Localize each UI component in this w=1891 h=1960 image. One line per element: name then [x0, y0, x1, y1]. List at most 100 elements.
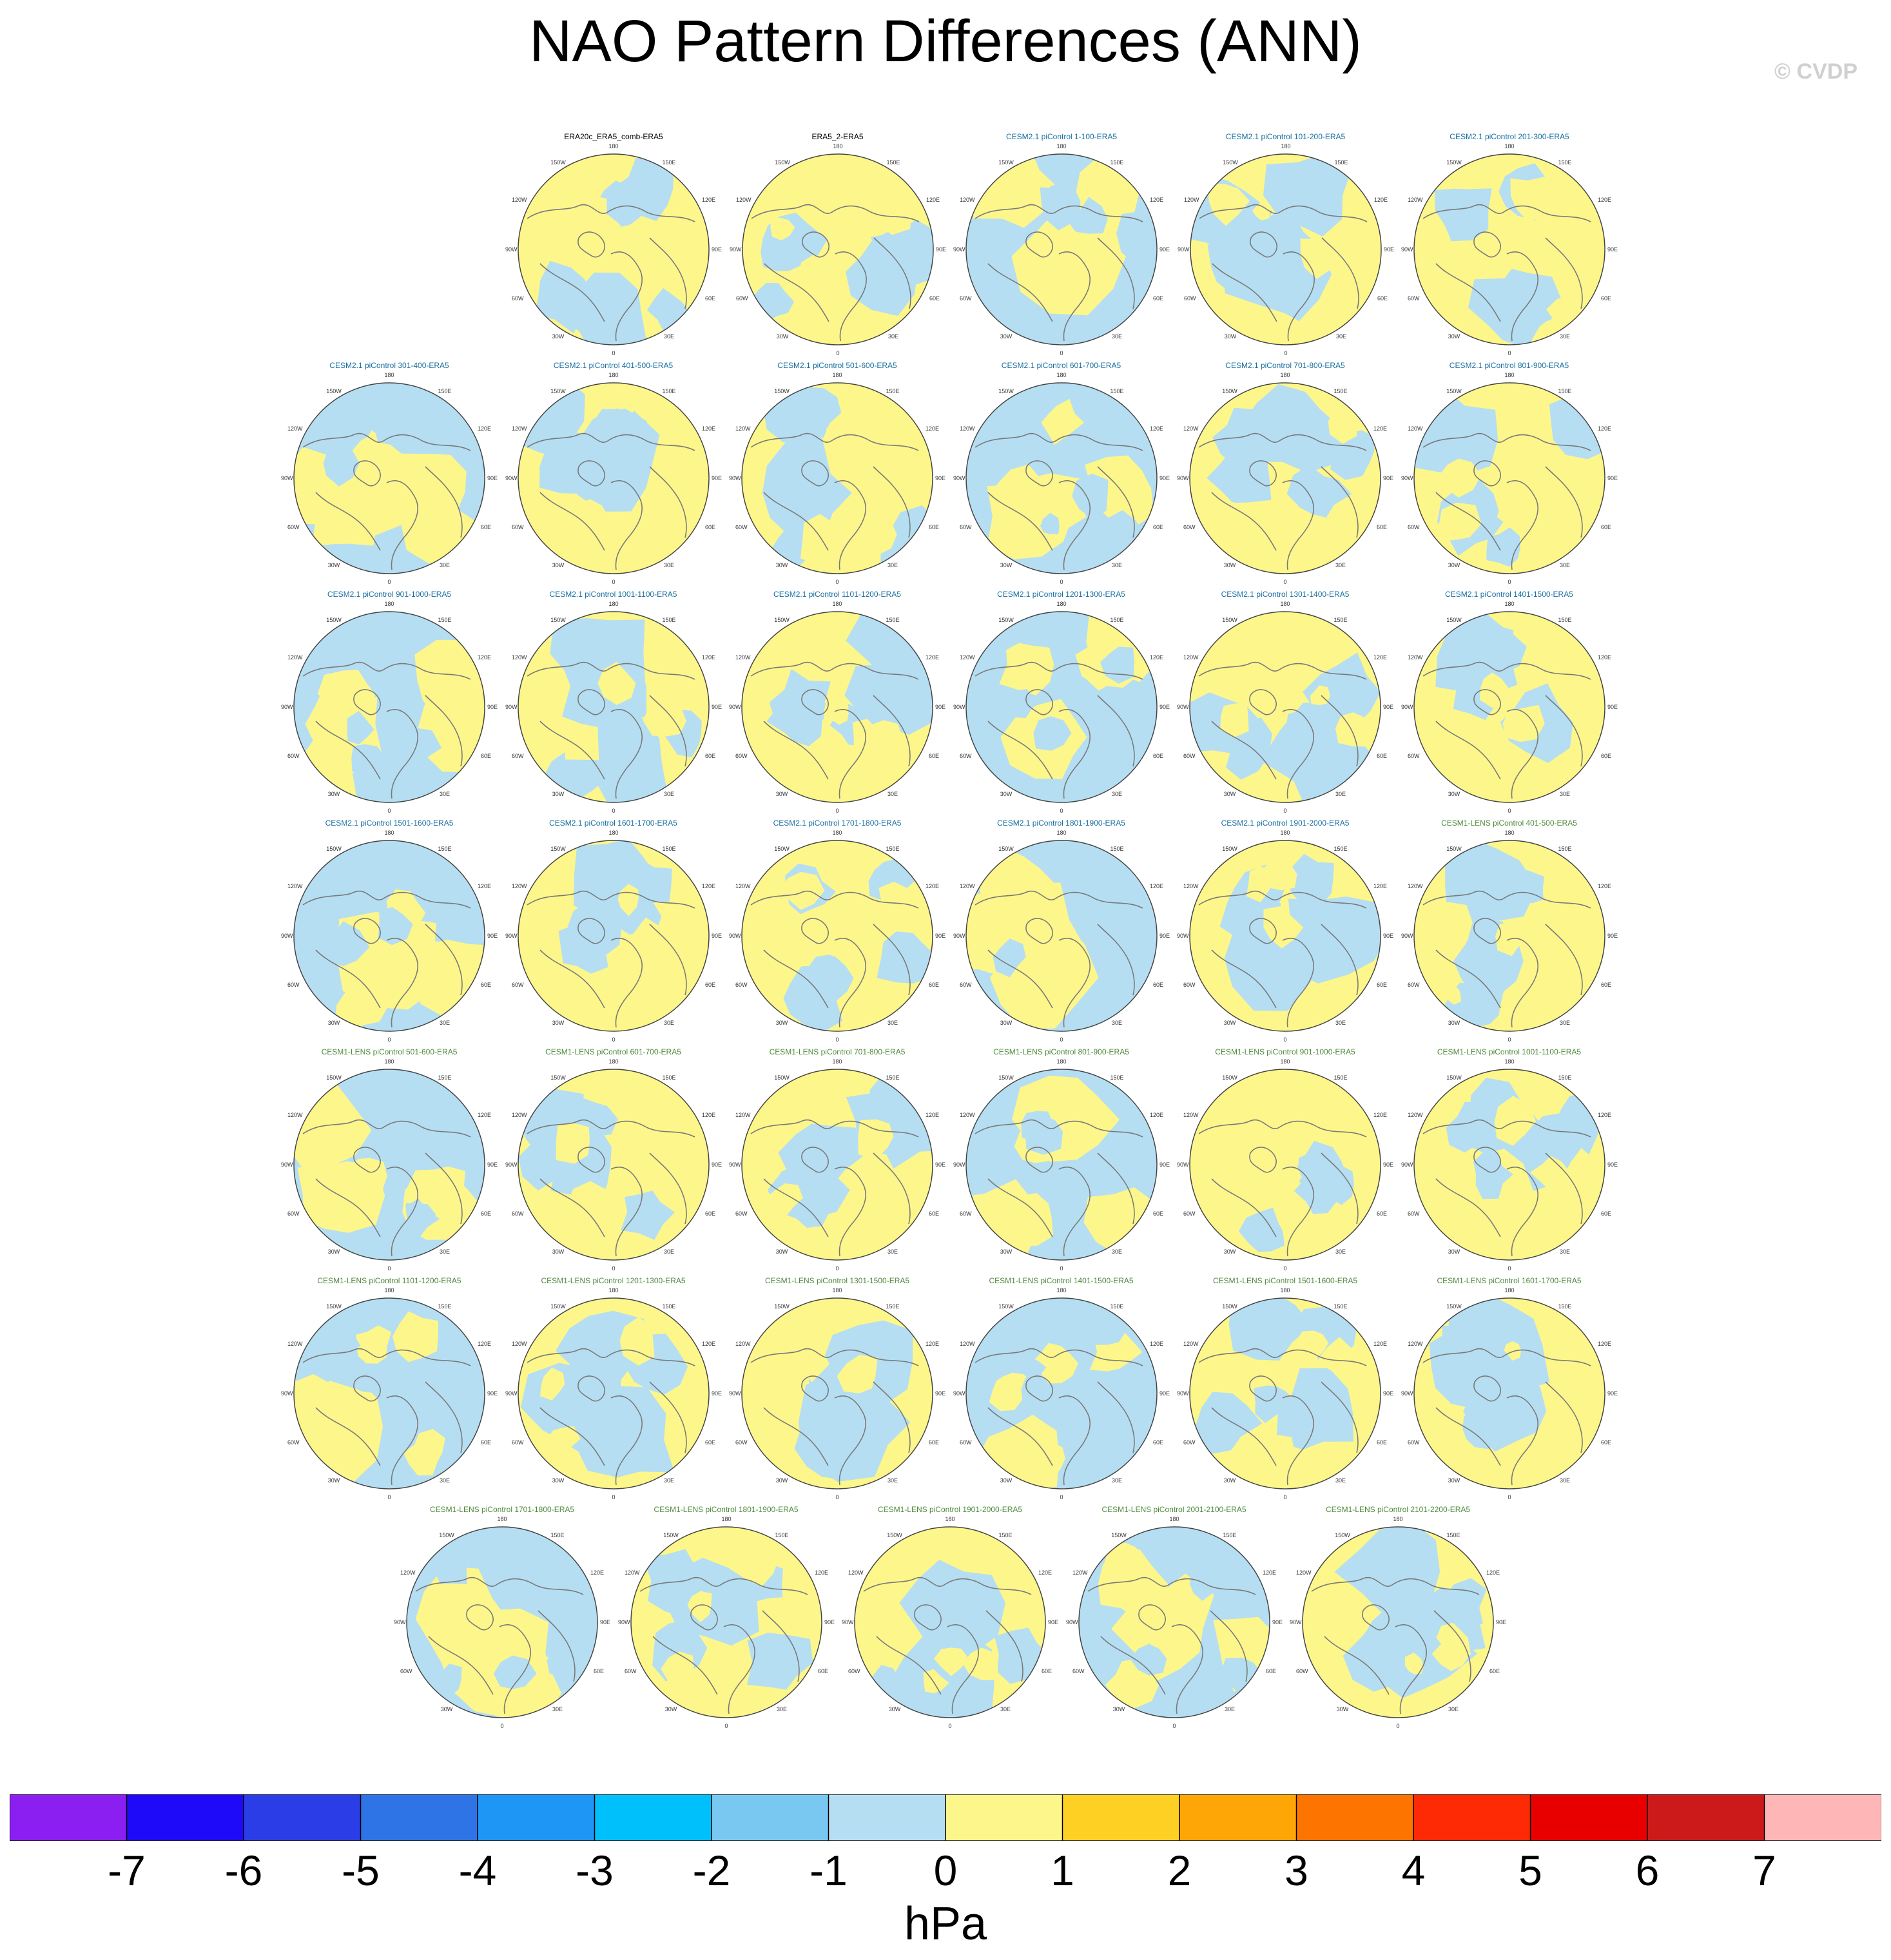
longitude-label: 150W: [663, 1532, 679, 1538]
longitude-label: 150W: [326, 846, 342, 852]
anomaly-region: [1353, 1596, 1478, 1698]
longitude-label: 180: [945, 1516, 955, 1522]
map-border: [1413, 1297, 1605, 1489]
longitude-label: 150W: [998, 1074, 1014, 1081]
longitude-label: 30E: [1559, 562, 1569, 568]
coastlines: [750, 432, 919, 570]
longitude-label: 60E: [704, 753, 715, 759]
coastline-north: [415, 1577, 584, 1595]
coastline-north: [1311, 1577, 1480, 1595]
map-border: [1302, 1526, 1494, 1718]
coastline-greenland: [801, 231, 829, 258]
longitude-label: 90E: [487, 1390, 498, 1397]
coastline-america: [987, 1178, 1053, 1237]
longitude-label: 30E: [663, 791, 674, 797]
panel-title: CESM1-LENS piControl 1901-2000-ERA5: [877, 1505, 1023, 1514]
map-panel: CESM1-LENS piControl 601-700-ERA5 180 0 90W…: [501, 1047, 726, 1273]
coastline-america: [315, 1407, 381, 1466]
panel-title: CESM1-LENS piControl 1501-1600-ERA5: [1212, 1276, 1358, 1285]
map-panel: CESM1-LENS piControl 1701-1800-ERA5 180 0 9…: [390, 1505, 614, 1731]
longitude-label: 60W: [1296, 1668, 1308, 1674]
longitude-label: 30E: [663, 1248, 674, 1255]
coastline-asia: [1097, 237, 1135, 309]
longitude-label: 60E: [1152, 753, 1163, 759]
longitude-label: 150E: [886, 388, 899, 394]
longitude-label: 180: [1056, 830, 1066, 836]
coastline-greenland: [1249, 689, 1277, 715]
longitude-label: 180: [832, 1287, 842, 1294]
anomaly-region: [933, 1647, 969, 1676]
longitude-label: 180: [1280, 601, 1290, 607]
longitude-label: 60E: [1377, 753, 1387, 759]
longitude-label: 150E: [1110, 617, 1123, 623]
coastline-north: [302, 1348, 471, 1366]
longitude-label: 120E: [1597, 1112, 1611, 1118]
coastline-asia: [648, 1381, 687, 1453]
longitude-label: 30W: [1000, 333, 1013, 340]
map-border: [517, 1297, 710, 1489]
longitude-label: 90E: [1496, 1619, 1506, 1625]
longitude-label: 30W: [1000, 791, 1012, 797]
coastlines: [1199, 204, 1367, 342]
map-panel: CESM2.1 piControl 801-900-ERA5 180 0 90W 90E…: [1397, 361, 1622, 587]
coastline-europe: [1058, 1395, 1091, 1486]
longitude-label: 180: [1504, 1058, 1514, 1065]
polar-map: 180 0 90W 90E 120W 60W 120E 60E 150W 150E 30W 30E: [618, 1516, 835, 1729]
longitude-label: 120W: [287, 1341, 303, 1347]
colorbar-segment: [1647, 1794, 1765, 1841]
anomaly-region: [777, 871, 825, 910]
map-panel: CESM2.1 piControl 101-200-ERA5 180 0 90W 90E…: [1174, 132, 1398, 358]
colorbar-tick-label: -4: [458, 1847, 497, 1894]
longitude-label: 120W: [625, 1569, 640, 1576]
map-border: [965, 1297, 1158, 1489]
longitude-label: 150E: [662, 1074, 675, 1081]
anomaly-region: [336, 978, 389, 1031]
coastlines: [302, 1119, 471, 1257]
panel-title: CESM2.1 piControl 1001-1100-ERA5: [549, 590, 677, 599]
longitude-label: 120W: [735, 425, 751, 432]
longitude-label: 0: [1284, 350, 1287, 356]
polar-map: 180 0 90W 90E 120W 60W 120E 60E 150W 150E 30W 30E: [953, 143, 1170, 356]
longitude-label: 120W: [1183, 654, 1199, 661]
anomaly-region: [581, 1412, 617, 1453]
longitude-label: 90E: [935, 933, 945, 939]
coastlines: [302, 890, 471, 1028]
longitude-label: 60W: [512, 295, 524, 302]
longitude-label: 90E: [487, 933, 498, 939]
longitude-label: 90W: [505, 1161, 518, 1168]
longitude-label: 0: [1396, 1723, 1399, 1729]
longitude-label: 180: [1504, 143, 1514, 150]
anomaly-region: [798, 253, 831, 291]
anomaly-region: [542, 750, 606, 802]
anomaly-region: [1439, 458, 1481, 498]
longitude-label: 120E: [1149, 883, 1163, 889]
anomaly-region: [989, 688, 1035, 718]
longitude-label: 0: [835, 1494, 839, 1500]
longitude-label: 150W: [1222, 846, 1237, 852]
map-border: [1189, 840, 1381, 1032]
anomaly-region: [323, 442, 360, 487]
longitude-label: 0: [1283, 579, 1286, 585]
longitude-label: 60W: [960, 1210, 972, 1217]
longitude-label: 120W: [1408, 425, 1423, 432]
panel-title: CESM2.1 piControl 1201-1300-ERA5: [997, 590, 1125, 599]
coastlines: [975, 1348, 1143, 1486]
longitude-label: 30W: [1337, 1706, 1349, 1713]
map-border: [741, 840, 933, 1032]
anomaly-region: [783, 965, 842, 1031]
longitude-label: 90E: [1159, 1161, 1169, 1168]
longitude-label: 150E: [1333, 617, 1347, 623]
longitude-label: 0: [1060, 579, 1063, 585]
map-border: [854, 1526, 1046, 1718]
panel-title: CESM1-LENS piControl 1601-1700-ERA5: [1437, 1276, 1582, 1285]
panel-title: CESM2.1 piControl 701-800-ERA5: [1225, 361, 1345, 370]
coastline-europe: [610, 938, 643, 1028]
longitude-label: 120W: [512, 654, 527, 661]
coastline-greenland: [1473, 231, 1501, 258]
longitude-label: 120W: [1408, 654, 1423, 661]
longitude-label: 150E: [438, 388, 451, 394]
anomaly-region: [1088, 1309, 1126, 1345]
coastline-north: [1198, 1119, 1367, 1138]
longitude-label: 90E: [1607, 933, 1617, 939]
colorbar-segment: [1295, 1794, 1415, 1841]
